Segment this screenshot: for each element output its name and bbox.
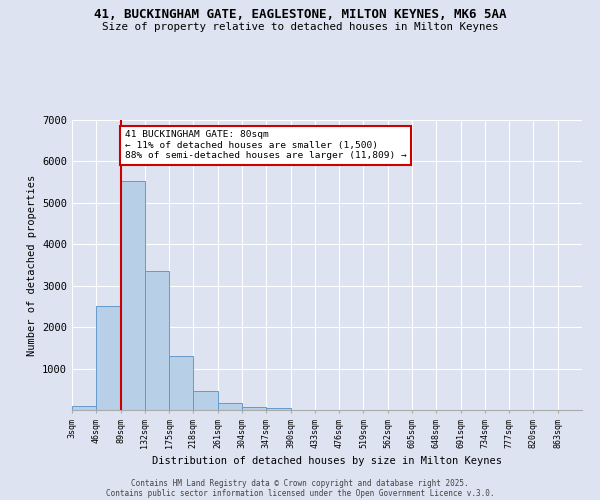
- Y-axis label: Number of detached properties: Number of detached properties: [26, 174, 37, 356]
- Text: 41, BUCKINGHAM GATE, EAGLESTONE, MILTON KEYNES, MK6 5AA: 41, BUCKINGHAM GATE, EAGLESTONE, MILTON …: [94, 8, 506, 20]
- Text: Contains HM Land Registry data © Crown copyright and database right 2025.: Contains HM Land Registry data © Crown c…: [131, 478, 469, 488]
- Bar: [218, 402, 242, 410]
- Bar: [169, 356, 193, 410]
- Bar: [72, 406, 96, 410]
- X-axis label: Distribution of detached houses by size in Milton Keynes: Distribution of detached houses by size …: [152, 456, 502, 466]
- Bar: [96, 306, 121, 410]
- Bar: [193, 392, 218, 410]
- Bar: [145, 271, 169, 410]
- Bar: [266, 408, 290, 410]
- Bar: [242, 406, 266, 410]
- Text: 41 BUCKINGHAM GATE: 80sqm
← 11% of detached houses are smaller (1,500)
88% of se: 41 BUCKINGHAM GATE: 80sqm ← 11% of detac…: [125, 130, 406, 160]
- Text: Contains public sector information licensed under the Open Government Licence v.: Contains public sector information licen…: [106, 488, 494, 498]
- Bar: [121, 182, 145, 410]
- Text: Size of property relative to detached houses in Milton Keynes: Size of property relative to detached ho…: [102, 22, 498, 32]
